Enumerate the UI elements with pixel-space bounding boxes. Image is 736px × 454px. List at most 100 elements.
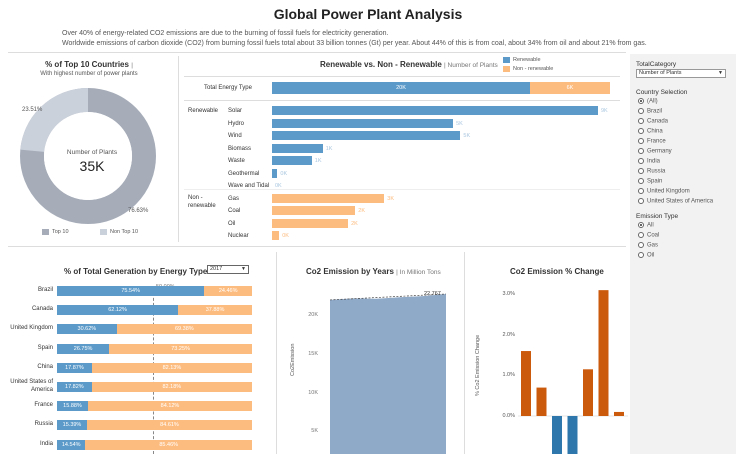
co2-tick-label: 20K xyxy=(308,312,318,319)
co2-ylabel: Co2Emission xyxy=(290,343,296,376)
chevron-down-icon: ▼ xyxy=(241,266,246,272)
co2change-bar-chart xyxy=(518,290,628,454)
radio-button[interactable] xyxy=(638,188,644,194)
donut-subtitle: With highest number of power plants xyxy=(40,71,138,77)
gen-country-label: China xyxy=(37,363,53,370)
gen-renew-label: 30.62% xyxy=(77,326,97,333)
emission-option[interactable]: All xyxy=(638,222,654,229)
gen-non-bar xyxy=(91,382,252,392)
country-option-label: China xyxy=(647,128,663,135)
year-select[interactable]: 2017 ▼ xyxy=(207,265,249,274)
country-option[interactable]: China xyxy=(638,128,663,135)
donut-nontop10-pct: 23.51% xyxy=(22,107,43,113)
country-option[interactable]: Brazil xyxy=(638,108,662,115)
emission-option[interactable]: Coal xyxy=(638,232,659,239)
renew-row-label: Gas xyxy=(228,196,240,202)
gen-non-label: 24.46% xyxy=(218,288,238,294)
legend-renew-swatch xyxy=(503,57,510,63)
radio-button[interactable] xyxy=(638,242,644,248)
country-option-label: Russia xyxy=(647,168,666,175)
country-option[interactable]: Spain xyxy=(638,178,662,185)
country-option[interactable]: (All) xyxy=(638,98,658,105)
renew-title: Renewable vs. Non - Renewable | Number o… xyxy=(320,60,498,69)
radio-button[interactable] xyxy=(638,98,644,104)
legend-nontop10-swatch xyxy=(100,229,107,235)
country-option[interactable]: Canada xyxy=(638,118,668,125)
gen-country-label: France xyxy=(34,402,53,409)
country-option[interactable]: Germany xyxy=(638,148,672,155)
renew-row-label: Wave and Tidal xyxy=(228,183,270,189)
country-option[interactable]: India xyxy=(638,158,660,165)
renew-row-label: Wind xyxy=(228,133,242,139)
total-category-label: TotalCategory xyxy=(636,61,677,68)
donut-title: % of Top 10 Countries | xyxy=(45,60,133,69)
legend-top10-label: Top 10 xyxy=(52,229,69,235)
total-non-bar xyxy=(530,82,610,94)
gen-non-bar xyxy=(116,324,252,335)
legend-nontop10-label: Non Top 10 xyxy=(110,229,139,235)
donut-center-label: Number of Plants xyxy=(66,149,118,156)
emission-option-label: Gas xyxy=(647,242,659,249)
gen-non-label: 84.12% xyxy=(160,403,180,410)
gen-non-label: 85.46% xyxy=(159,441,179,448)
country-option-label: France xyxy=(647,138,666,145)
country-option-label: United Kingdom xyxy=(647,188,690,195)
renew-row-label: Coal xyxy=(228,208,241,214)
renew-row-label: Biomass xyxy=(228,146,252,152)
radio-button[interactable] xyxy=(638,118,644,124)
gen-country-label: United Kingdom xyxy=(10,325,53,332)
gen-renew-label: 15.39% xyxy=(62,422,82,429)
legend-renew-label: Renewable xyxy=(513,57,541,63)
renew-row-bar xyxy=(272,144,323,153)
renew-row-label: Oil xyxy=(228,221,236,227)
radio-button[interactable] xyxy=(638,168,644,174)
year-value: 2017 xyxy=(210,266,223,272)
radio-button[interactable] xyxy=(638,148,644,154)
country-option-label: Brazil xyxy=(647,108,663,115)
country-option-label: India xyxy=(647,158,661,165)
radio-button[interactable] xyxy=(638,138,644,144)
country-option[interactable]: France xyxy=(638,138,666,145)
gen-country-label: America xyxy=(30,387,53,393)
legend-non-swatch xyxy=(503,66,510,72)
renew-row-label: Solar xyxy=(228,108,243,114)
emission-option-label: All xyxy=(647,222,654,229)
total-category-value: Number of Plants xyxy=(639,70,682,76)
gen-non-label: 73.25% xyxy=(171,345,190,352)
renew-row-bar xyxy=(272,219,349,228)
renew-row-value: 9K xyxy=(601,108,608,114)
radio-button[interactable] xyxy=(638,158,644,164)
total-category-select[interactable]: Number of Plants ▼ xyxy=(636,69,726,78)
gen-non-label: 82.13% xyxy=(162,364,182,371)
emission-option[interactable]: Gas xyxy=(638,242,658,249)
country-option[interactable]: Russia xyxy=(638,168,665,175)
gen-non-label: 84.61% xyxy=(160,422,179,429)
radio-button[interactable] xyxy=(638,232,644,238)
renew-row-label: Geothermal xyxy=(228,171,260,177)
co2change-tick-label: 2.0% xyxy=(502,331,515,338)
gen-renew-bar xyxy=(57,305,179,316)
gen-renew-label: 17.87% xyxy=(65,364,84,371)
radio-button[interactable] xyxy=(638,198,644,204)
radio-button[interactable] xyxy=(638,252,644,258)
gen-renew-label: 14.54% xyxy=(61,441,81,448)
renew-row-value: 2K xyxy=(351,221,358,227)
gen-non-bar xyxy=(204,286,252,296)
co2-tick-label: 15K xyxy=(308,351,318,357)
donut-nontop10-slice xyxy=(20,88,89,153)
gen-renew-bar xyxy=(57,362,92,373)
country-option[interactable]: United Kingdom xyxy=(638,188,690,195)
co2change-bar xyxy=(552,416,562,454)
radio-button[interactable] xyxy=(638,178,644,184)
emission-option[interactable]: Oil xyxy=(638,252,654,259)
co2change-bar xyxy=(583,369,593,416)
renew-row-bar xyxy=(272,119,454,128)
radio-button[interactable] xyxy=(638,128,644,134)
renew-row-label: Waste xyxy=(228,158,245,164)
co2change-tick-label: 1.0% xyxy=(502,372,515,379)
radio-button[interactable] xyxy=(638,108,644,114)
co2-tick-label: 10K xyxy=(308,389,318,396)
radio-button[interactable] xyxy=(638,222,644,228)
total-non-label: 6K xyxy=(566,85,574,91)
country-option[interactable]: United States of America xyxy=(638,198,713,205)
